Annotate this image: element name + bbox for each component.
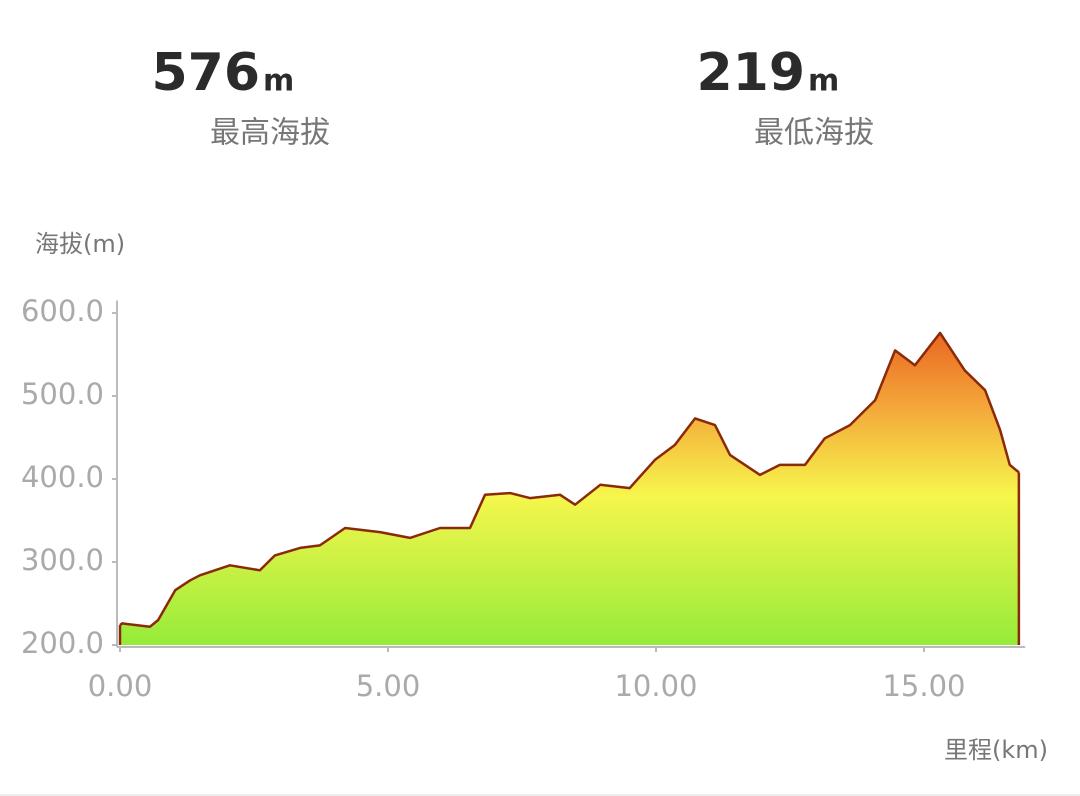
- stat-unit: m: [263, 64, 294, 99]
- stat-label: 最低海拔: [754, 116, 874, 151]
- x-tick-label: 15.00: [882, 669, 965, 703]
- stat-unit: m: [808, 64, 839, 99]
- x-tick-label: 5.00: [356, 669, 421, 703]
- stat-value: 219: [696, 43, 805, 103]
- x-axis-label: 里程(km): [944, 736, 1048, 764]
- y-tick-label: 400.0: [21, 460, 104, 494]
- line: [119, 331, 1020, 628]
- stat-label: 最高海拔: [210, 116, 330, 151]
- area: [120, 332, 1019, 645]
- y-tick-label: 200.0: [21, 626, 104, 660]
- y-tick-label: 300.0: [21, 543, 104, 577]
- stat-value: 576: [151, 43, 260, 103]
- x-tick-label: 0.00: [88, 669, 153, 703]
- x-tick-label: 10.00: [614, 669, 697, 703]
- y-axis-label: 海拔(m): [35, 230, 125, 258]
- y-tick-label: 600.0: [21, 294, 104, 328]
- y-tick-label: 500.0: [21, 377, 104, 411]
